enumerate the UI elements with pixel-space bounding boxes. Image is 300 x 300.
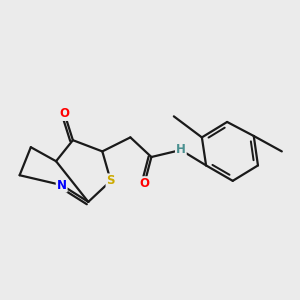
Text: S: S	[106, 174, 115, 187]
Text: O: O	[140, 177, 149, 190]
Text: O: O	[59, 107, 70, 120]
Text: N: N	[57, 178, 67, 192]
Text: H: H	[176, 143, 186, 157]
